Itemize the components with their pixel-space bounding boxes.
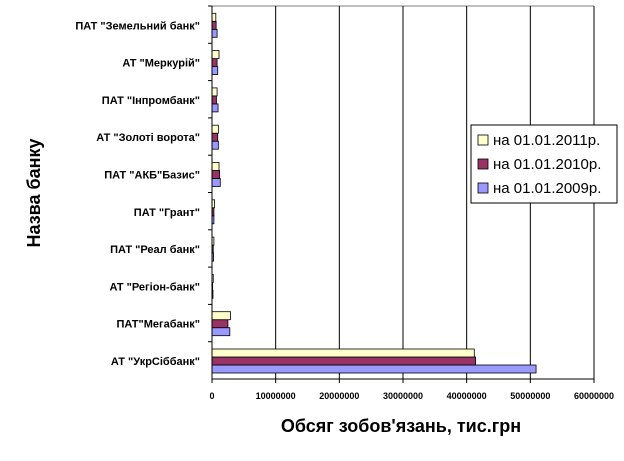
category-label: ПАТ"Мегабанк" — [117, 319, 201, 331]
category-label: АТ "Меркурій" — [122, 58, 200, 70]
legend-label: на 01.01.2010р. — [493, 156, 601, 173]
legend-swatch — [477, 134, 489, 146]
bar — [211, 124, 219, 134]
bar — [211, 20, 217, 30]
bar — [211, 364, 537, 374]
legend-label: на 01.01.2009р. — [493, 180, 601, 197]
bar — [211, 58, 218, 67]
bar — [211, 178, 221, 187]
category-label: ПАТ "Інпромбанк" — [102, 95, 200, 107]
legend-label: на 01.01.2011р. — [493, 132, 600, 149]
bar — [211, 170, 221, 179]
legend: на 01.01.2011р. на 01.01.2010р. на 01.01.2… — [470, 124, 618, 204]
bar — [211, 319, 229, 329]
bar — [211, 132, 219, 142]
x-axis-title: Обсяг зобов'язань, тис.грн — [281, 416, 521, 436]
category-label: ПАТ "АКБ"Базис" — [104, 170, 200, 182]
bar — [211, 28, 218, 38]
y-axis-title: Назва банку — [24, 138, 44, 247]
x-tick-label: 0 — [209, 391, 214, 401]
bar — [211, 103, 219, 113]
x-tick-label: 10000000 — [256, 391, 296, 401]
category-label: АТ "УкрСіббанк" — [111, 356, 200, 368]
category-label: ПАТ "Грант" — [134, 207, 200, 219]
bar — [211, 162, 220, 171]
category-label: АТ "Золоті ворота" — [96, 132, 200, 144]
bar — [211, 50, 220, 59]
x-tick-label: 60000000 — [574, 391, 614, 401]
category-labels: АТ "УкрСіббанк" ПАТ"Мегабанк" АТ "Регіон-б… — [75, 20, 200, 368]
category-label: ПАТ "Реал банк" — [110, 244, 200, 256]
bar — [211, 311, 231, 321]
bar — [211, 12, 217, 22]
x-tick-labels: 0 10000000 20000000 30000000 40000000 5000000… — [209, 391, 614, 401]
bar — [211, 66, 219, 75]
legend-swatch — [477, 182, 489, 194]
legend-swatch — [477, 158, 489, 170]
bar — [211, 140, 219, 150]
bar — [211, 327, 231, 337]
x-tick-label: 30000000 — [383, 391, 423, 401]
bar — [211, 95, 217, 105]
axes — [208, 5, 595, 383]
x-tick-label: 20000000 — [319, 391, 359, 401]
legend-box — [470, 124, 618, 204]
bar — [211, 348, 475, 358]
category-label: АТ "Регіон-банк" — [109, 281, 200, 293]
x-tick-label: 50000000 — [510, 391, 550, 401]
bar — [211, 87, 218, 97]
category-label: ПАТ "Земельний банк" — [75, 20, 200, 32]
x-tick-label: 40000000 — [447, 391, 487, 401]
bar — [211, 356, 476, 366]
